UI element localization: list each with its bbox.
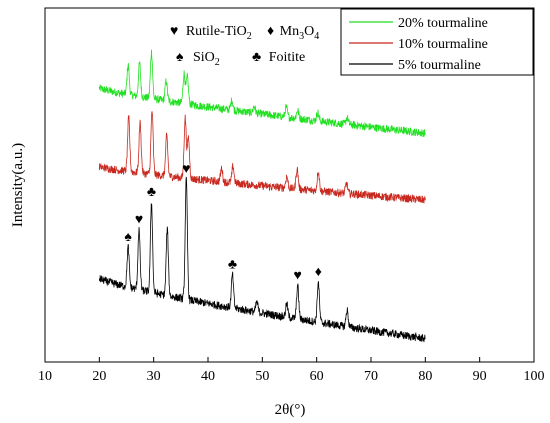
phase-legend-foitite: ♣ Foitite	[252, 50, 305, 65]
y-axis-label: Intensity(a.u.)	[10, 143, 26, 227]
phase-legend: ♥ Rutile-TiO2 ♦ Mn3O4 ♠ SiO2 ♣ Foitite	[170, 24, 319, 68]
phase-legend-foitite-label: Foitite	[269, 50, 306, 65]
series-layer	[98, 49, 426, 343]
x-tick-label-40: 40	[201, 369, 215, 384]
phase-legend-mn3o4: ♦ Mn3O4	[267, 24, 319, 42]
x-tick-label-50: 50	[255, 369, 269, 384]
x-tick-label-100: 100	[524, 369, 545, 384]
peak-marker-0: ♠	[124, 230, 132, 245]
series-legend-label-5: 5% tourmaline	[398, 58, 481, 73]
series-legend-label-20: 20% tourmaline	[398, 16, 488, 31]
phase-legend-sio2: ♠ SiO2	[176, 50, 220, 68]
peak-marker-3: ♥	[182, 162, 190, 177]
phase-legend-mn3o4-symbol: ♦	[267, 24, 274, 39]
peak-marker-6: ♦	[315, 265, 322, 280]
x-tick-label-80: 80	[418, 369, 432, 384]
x-axis-label: 2θ(°)	[275, 402, 306, 418]
x-tick-label-70: 70	[364, 369, 378, 384]
phase-legend-sio2-sub: 2	[215, 57, 220, 68]
phase-legend-rutile-sub: 2	[247, 31, 252, 42]
phase-legend-rutile-label: Rutile-TiO	[186, 24, 247, 39]
peak-marker-4: ♣	[228, 257, 237, 272]
plot-frame	[44, 7, 535, 363]
series-legend-label-10: 10% tourmaline	[398, 37, 488, 52]
series-line-1	[98, 111, 426, 204]
peak-markers: ♠♥♣♥♣♥ ♦	[124, 162, 321, 283]
x-tick-label-60: 60	[310, 369, 324, 384]
phase-legend-sio2-label: SiO	[193, 50, 215, 65]
peak-marker-1: ♥	[135, 213, 143, 228]
x-tick-label-90: 90	[473, 369, 487, 384]
x-axis-ticks: 10 20 30 40 50 60 70 80 90 100	[38, 357, 545, 384]
series-legend: 20% tourmaline 10% tourmaline 5% tourmal…	[340, 8, 534, 76]
phase-legend-rutile: ♥ Rutile-TiO2	[170, 24, 252, 42]
phase-legend-mn3o4-label: Mn	[280, 24, 299, 39]
x-tick-label-30: 30	[147, 369, 161, 384]
series-line-2	[98, 176, 426, 343]
phase-legend-foitite-symbol: ♣	[252, 50, 261, 65]
x-tick-label-10: 10	[38, 369, 52, 384]
phase-legend-rutile-symbol: ♥	[170, 24, 178, 39]
phase-legend-mn3o4-label2: O	[304, 24, 314, 39]
phase-legend-mn3o4-sub2: 4	[314, 31, 319, 42]
x-tick-label-20: 20	[92, 369, 106, 384]
peak-marker-5: ♥	[293, 269, 301, 284]
phase-legend-sio2-symbol: ♠	[176, 50, 184, 65]
series-line-0	[98, 49, 426, 138]
peak-marker-2: ♣	[147, 185, 156, 200]
phase-legend-mn3o4-sub: 3	[299, 31, 304, 42]
